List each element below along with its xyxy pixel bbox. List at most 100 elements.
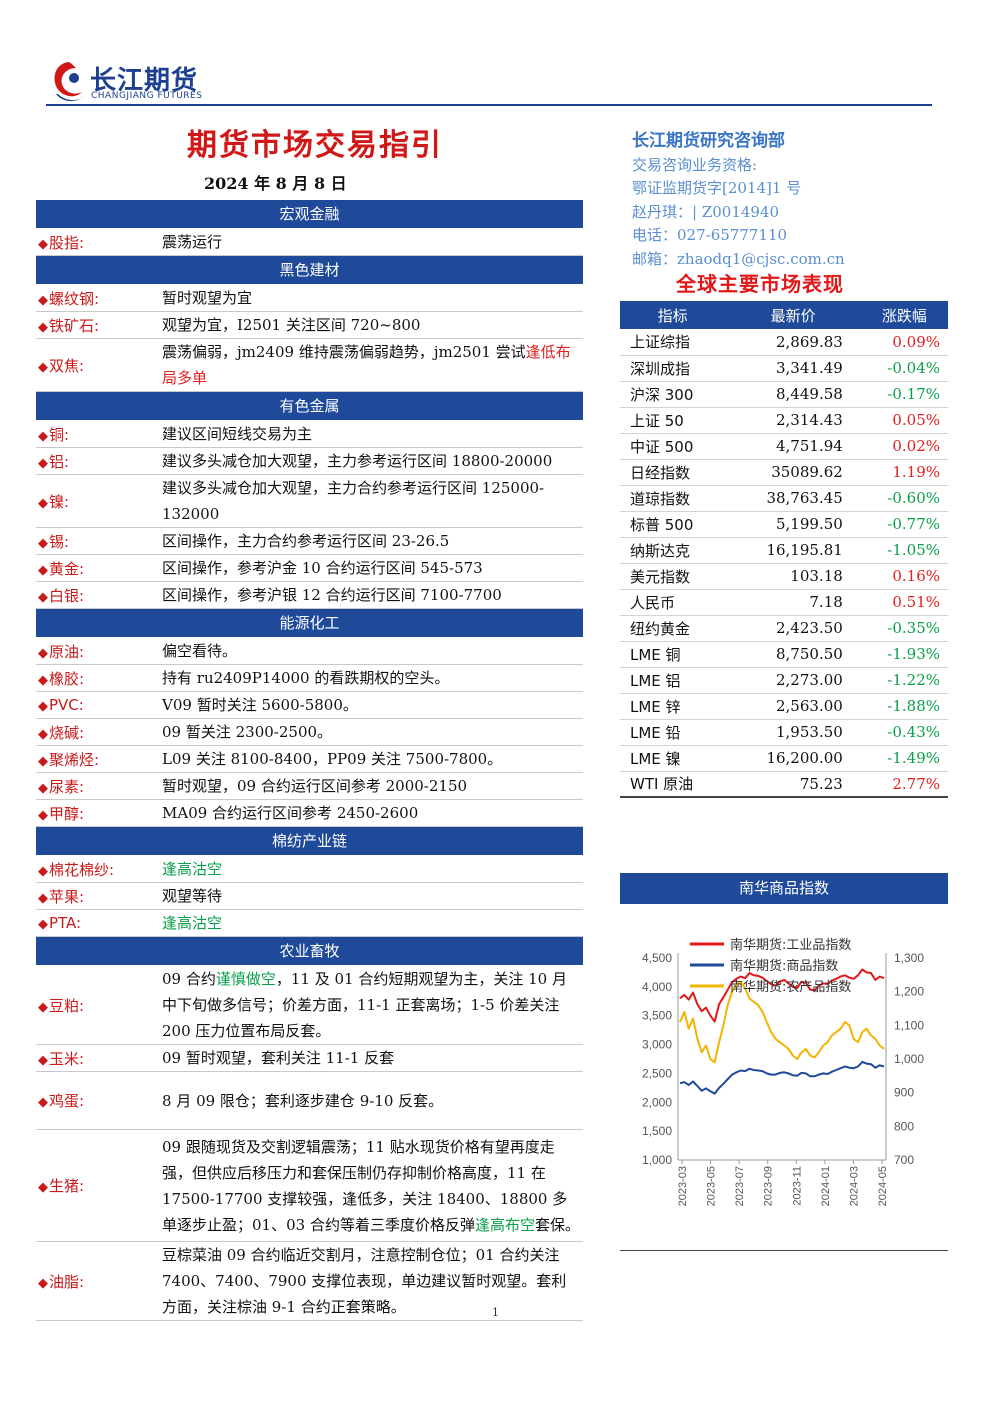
guidance-text: 豆棕菜油 09 合约临近交割月，注意控制仓位；01 合约关注 7400、7400… xyxy=(162,1242,583,1320)
text-segment: 偏空看待。 xyxy=(162,642,238,660)
commodity-label: ◆玉米: xyxy=(36,1048,162,1069)
commodity-label: ◆油脂: xyxy=(36,1271,162,1292)
market-name: 中证 500 xyxy=(620,433,726,460)
commodity-label: ◆白银: xyxy=(36,585,162,606)
market-row: 上证 50 2,314.43 0.05% xyxy=(620,407,948,434)
header-divider xyxy=(46,104,932,106)
market-col-header: 涨跌幅 xyxy=(860,301,948,329)
market-change: 1.19% xyxy=(860,459,948,486)
text-segment: 震荡偏弱，jm2409 维持震荡偏弱趋势，jm2501 尝试 xyxy=(162,343,526,361)
commodity-label: ◆橡胶: xyxy=(36,668,162,689)
research-dept: 长江期货研究咨询部 xyxy=(632,131,785,151)
text-segment: 区间操作，主力合约参考运行区间 23-26.5 xyxy=(162,532,450,550)
company-logo: 长江期货 CHANGJIANG FUTURES xyxy=(48,58,228,106)
guidance-text: 偏空看待。 xyxy=(162,638,583,664)
market-col-header: 指标 xyxy=(620,301,726,329)
commodity-name: 橡胶: xyxy=(49,669,85,688)
text-segment: 观望等待 xyxy=(162,887,223,905)
logo-text-en: CHANGJIANG FUTURES xyxy=(91,91,203,101)
y-left-tick-label: 3,500 xyxy=(642,1009,672,1023)
commodity-label: ◆PTA: xyxy=(36,914,162,932)
market-price: 2,423.50 xyxy=(725,615,861,642)
market-change: -1.93% xyxy=(860,641,948,668)
guidance-row: ◆尿素: 暂时观望，09 合约运行区间参考 2000-2150 xyxy=(36,773,583,800)
series-line-2 xyxy=(679,980,885,1064)
diamond-bullet-icon: ◆ xyxy=(38,359,48,375)
guidance-text: 观望为宜，I2501 关注区间 720~800 xyxy=(162,312,583,338)
market-change: 0.09% xyxy=(860,329,948,356)
text-segment: ，11 及 01 合约短期观望为主，关注 10 月中下旬做多信号；价差方面，11… xyxy=(162,970,567,1040)
report-date: 2024 年 8 月 8 日 xyxy=(204,174,347,193)
logo-mark-icon xyxy=(54,62,84,102)
commodity-name: 苹果: xyxy=(49,887,85,906)
text-segment: 暂时观望，09 合约运行区间参考 2000-2150 xyxy=(162,777,468,795)
market-name: WTI 原油 xyxy=(620,771,726,798)
market-price: 2,273.00 xyxy=(725,667,861,694)
market-price: 1,953.50 xyxy=(725,719,861,746)
guidance-text: 持有 ru2409P14000 的看跌期权的空头。 xyxy=(162,665,583,691)
commodity-label: ◆铝: xyxy=(36,451,162,472)
guidance-row: ◆玉米: 09 暂时观望，套利关注 11-1 反套 xyxy=(36,1045,583,1072)
guidance-text: 09 合约谨慎做空，11 及 01 合约短期观望为主，关注 10 月中下旬做多信… xyxy=(162,966,583,1044)
diamond-bullet-icon: ◆ xyxy=(38,753,48,769)
guidance-row: ◆烧碱: 09 暂关注 2300-2500。 xyxy=(36,719,583,746)
text-segment: V09 暂时关注 5600-5800。 xyxy=(162,696,358,714)
section-header: 棉纺产业链 xyxy=(36,827,583,856)
commodity-name: 甲醇: xyxy=(49,804,85,823)
market-change: -0.35% xyxy=(860,615,948,642)
market-name: LME 铜 xyxy=(620,641,726,668)
market-change: -0.17% xyxy=(860,381,948,408)
market-change: -1.22% xyxy=(860,667,948,694)
guidance-row: ◆黄金: 区间操作，参考沪金 10 合约运行区间 545-573 xyxy=(36,555,583,582)
commodity-name: 黄金: xyxy=(49,559,85,578)
text-segment: 豆棕菜油 09 合约临近交割月，注意控制仓位；01 合约关注 7400、7400… xyxy=(162,1246,567,1316)
diamond-bullet-icon: ◆ xyxy=(38,863,48,879)
guidance-row: ◆双焦: 震荡偏弱，jm2409 维持震荡偏弱趋势，jm2501 尝试逢低布局多单 xyxy=(36,339,583,392)
guidance-text: 区间操作，参考沪银 12 合约运行区间 7100-7700 xyxy=(162,582,583,608)
market-name: 上证 50 xyxy=(620,407,726,434)
guidance-text: 建议多头减仓加大观望，主力参考运行区间 18800-20000 xyxy=(162,448,583,474)
market-change: -0.43% xyxy=(860,719,948,746)
diamond-bullet-icon: ◆ xyxy=(38,890,48,906)
y-left-tick-label: 4,000 xyxy=(642,980,672,994)
contact-line: 交易咨询业务资格: xyxy=(632,155,758,174)
diamond-bullet-icon: ◆ xyxy=(38,699,48,714)
x-tick-label: 2023-07 xyxy=(734,1166,746,1206)
page-title: 期货市场交易指引 xyxy=(187,128,443,163)
guidance-text: MA09 合约运行区间参考 2450-2600 xyxy=(162,800,583,826)
commodity-label: ◆尿素: xyxy=(36,776,162,797)
guidance-row: ◆豆粕: 09 合约谨慎做空，11 及 01 合约短期观望为主，关注 10 月中下… xyxy=(36,966,583,1045)
nanhua-chart: 4,500 4,000 3,500 3,000 2,500 2,000 1,500 1,000… xyxy=(620,930,950,1250)
market-name: 日经指数 xyxy=(620,459,726,486)
commodity-name: 铝: xyxy=(49,452,70,471)
market-title: 全球主要市场表现 xyxy=(676,272,844,296)
diamond-bullet-icon: ◆ xyxy=(38,236,48,252)
commodity-name: 豆粕: xyxy=(49,996,85,1015)
commodity-label: ◆鸡蛋: xyxy=(36,1090,162,1111)
market-price: 5,199.50 xyxy=(725,511,861,538)
y-left-tick-label: 1,000 xyxy=(642,1153,672,1167)
x-tick-label: 2024-05 xyxy=(877,1166,889,1206)
market-row: 道琼指数 38,763.45 -0.60% xyxy=(620,485,948,512)
market-row: 纳斯达克 16,195.81 -1.05% xyxy=(620,537,948,564)
text-segment: 09 合约 xyxy=(162,970,216,988)
guidance-text: 震荡偏弱，jm2409 维持震荡偏弱趋势，jm2501 尝试逢低布局多单 xyxy=(162,339,583,391)
nanhua-title: 南华商品指数 xyxy=(620,873,948,904)
market-price: 38,763.45 xyxy=(725,485,861,512)
commodity-label: ◆双焦: xyxy=(36,355,162,376)
market-name: LME 锌 xyxy=(620,693,726,720)
guidance-text: 建议多头减仓加大观望，主力合约参考运行区间 125000-132000 xyxy=(162,475,583,527)
market-name: 深圳成指 xyxy=(620,355,726,382)
guidance-text: 观望等待 xyxy=(162,883,583,909)
guidance-text: 09 暂时观望，套利关注 11-1 反套 xyxy=(162,1045,583,1071)
guidance-row: ◆白银: 区间操作，参考沪银 12 合约运行区间 7100-7700 xyxy=(36,582,583,609)
text-segment: 09 暂关注 2300-2500。 xyxy=(162,723,333,741)
commodity-name: 锡: xyxy=(49,532,70,551)
guidance-table: 宏观金融 ◆股指: 震荡运行 黑色建材 ◆螺纹钢: 暂时观望为宜 ◆铁矿石: 观望为宜，I25… xyxy=(36,200,583,1321)
section-header: 宏观金融 xyxy=(36,200,583,229)
diamond-bullet-icon: ◆ xyxy=(38,726,48,742)
commodity-name: 鸡蛋: xyxy=(49,1092,85,1110)
market-price: 8,449.58 xyxy=(725,381,861,408)
guidance-row: ◆甲醇: MA09 合约运行区间参考 2450-2600 xyxy=(36,800,583,827)
commodity-label: ◆股指: xyxy=(36,232,162,253)
